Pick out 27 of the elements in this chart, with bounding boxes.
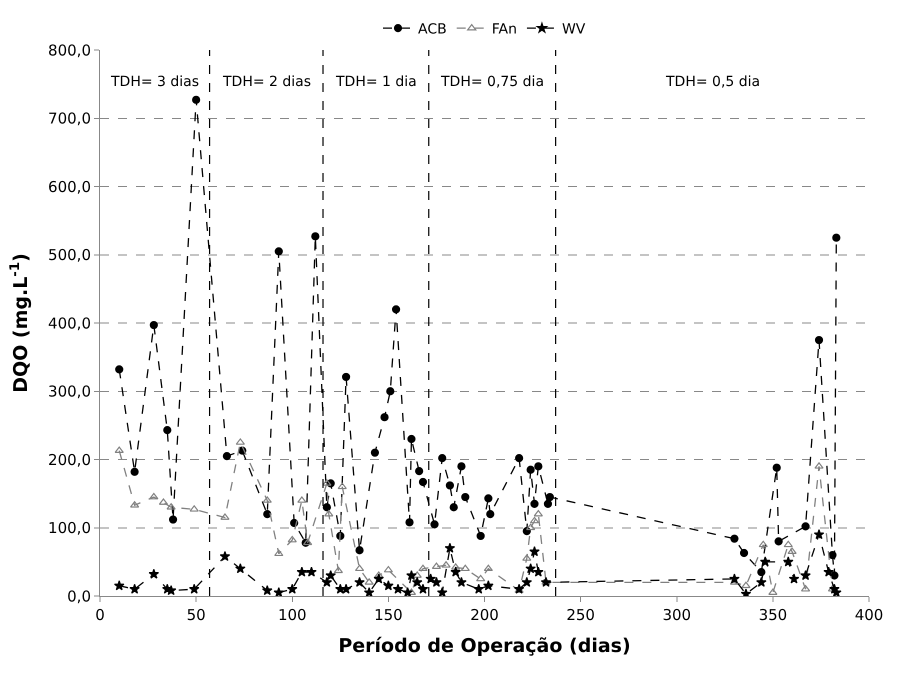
x-tick-label: 50 <box>186 606 206 624</box>
y-tick-label: 100,0 <box>48 519 91 537</box>
x-tick-label: 150 <box>374 606 403 624</box>
y-tick-label: 800,0 <box>48 41 91 60</box>
annotation: TDH= 0,75 dia <box>440 74 544 90</box>
annotation: TDH= 3 dias <box>110 74 200 90</box>
y-tick-label: 0,0 <box>67 587 91 606</box>
legend-label: WV <box>562 22 586 38</box>
annotation: TDH= 0,5 dia <box>665 74 760 90</box>
x-axis-title: Período de Operação (dias) <box>338 634 631 657</box>
y-tick-label: 200,0 <box>48 450 91 469</box>
x-tick-label: 300 <box>662 606 692 624</box>
y-tick-label: 700,0 <box>48 110 91 128</box>
y-tick-label: 600,0 <box>48 178 91 196</box>
legend-label: ACB <box>418 22 447 38</box>
y-tick-label: 400,0 <box>48 314 91 332</box>
x-tick-label: 400 <box>854 606 884 624</box>
x-tick-label: 350 <box>758 606 788 624</box>
legend-label: FAn <box>492 22 517 38</box>
annotation: TDH= 2 dias <box>222 74 312 90</box>
x-tick-label: 250 <box>566 606 595 624</box>
x-tick-label: 0 <box>95 606 105 624</box>
y-tick-label: 300,0 <box>48 382 91 400</box>
x-tick-label: 100 <box>278 606 307 624</box>
y-tick-label: 500,0 <box>48 246 91 264</box>
annotation: TDH= 1 dia <box>335 74 417 90</box>
x-tick-label: 200 <box>470 606 499 624</box>
